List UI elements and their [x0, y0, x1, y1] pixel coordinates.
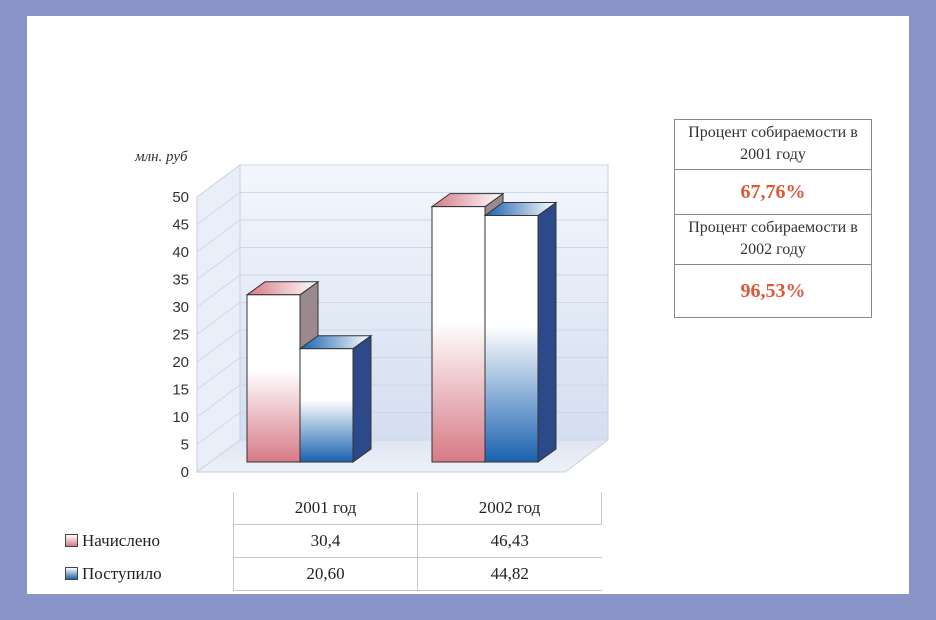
bar-front — [431, 206, 486, 463]
y-tick-label: 50 — [172, 189, 189, 206]
bar-front — [299, 348, 354, 463]
y-tick-label: 20 — [172, 354, 189, 371]
category-label: 2001 год — [233, 492, 418, 525]
gridline — [196, 164, 608, 198]
bar-side — [352, 334, 372, 463]
data-label: 44,82 — [417, 557, 602, 591]
y-tick-label: 30 — [172, 299, 189, 316]
y-axis-unit-label: млн. руб — [134, 149, 188, 165]
y-tick-label: 10 — [172, 409, 189, 426]
y-tick-label: 45 — [172, 217, 189, 234]
y-tick-label: 35 — [172, 272, 189, 289]
table-header-row: 2001 год 2002 год — [61, 492, 602, 525]
slide-panel: 0 5 10 15 20 25 30 35 40 45 50 млн. руб 2001 год 2… — [27, 16, 909, 594]
collection-rate-box: Процент собираемости в 2001 году 67,76% … — [674, 119, 872, 318]
bars — [245, 192, 558, 463]
data-label: 30,4 — [233, 524, 418, 558]
table-row: Поступило 20,60 44,82 — [61, 557, 602, 591]
bar-front — [246, 294, 301, 463]
bar-chart: 0 5 10 15 20 25 30 35 40 45 50 млн. руб — [134, 149, 610, 481]
y-tick-label: 40 — [172, 244, 189, 261]
category-label: 2002 год — [417, 492, 602, 525]
legend-swatch-blue — [65, 567, 78, 580]
data-label: 46,43 — [417, 524, 602, 558]
stat-value: 67,76% — [675, 170, 871, 215]
legend-entry: Начислено — [61, 525, 234, 558]
table-corner — [61, 492, 234, 525]
gridline — [196, 192, 608, 225]
legend-entry: Поступило — [61, 558, 234, 591]
legend-swatch-red — [65, 534, 78, 547]
data-label: 20,60 — [233, 557, 418, 591]
series-label: Начислено — [82, 531, 160, 550]
y-tick-label: 0 — [181, 464, 189, 481]
bar-front — [484, 214, 539, 463]
series-label: Поступило — [82, 564, 162, 583]
bar — [483, 201, 558, 463]
y-tick-label: 5 — [181, 437, 189, 454]
bar — [298, 334, 373, 463]
stat-label: Процент собираемости в 2002 году — [675, 215, 871, 265]
table-row: Начислено 30,4 46,43 — [61, 524, 602, 558]
y-tick-label: 25 — [172, 327, 189, 344]
stat-value: 96,53% — [740, 280, 806, 302]
y-axis: 0 5 10 15 20 25 30 35 40 45 50 — [172, 189, 189, 481]
y-tick-label: 15 — [172, 382, 189, 399]
data-table: 2001 год 2002 год Начислено 30,4 46,43 П… — [61, 492, 602, 591]
stat-label: Процент собираемости в 2001 году — [675, 120, 871, 170]
bar-side — [537, 201, 557, 463]
